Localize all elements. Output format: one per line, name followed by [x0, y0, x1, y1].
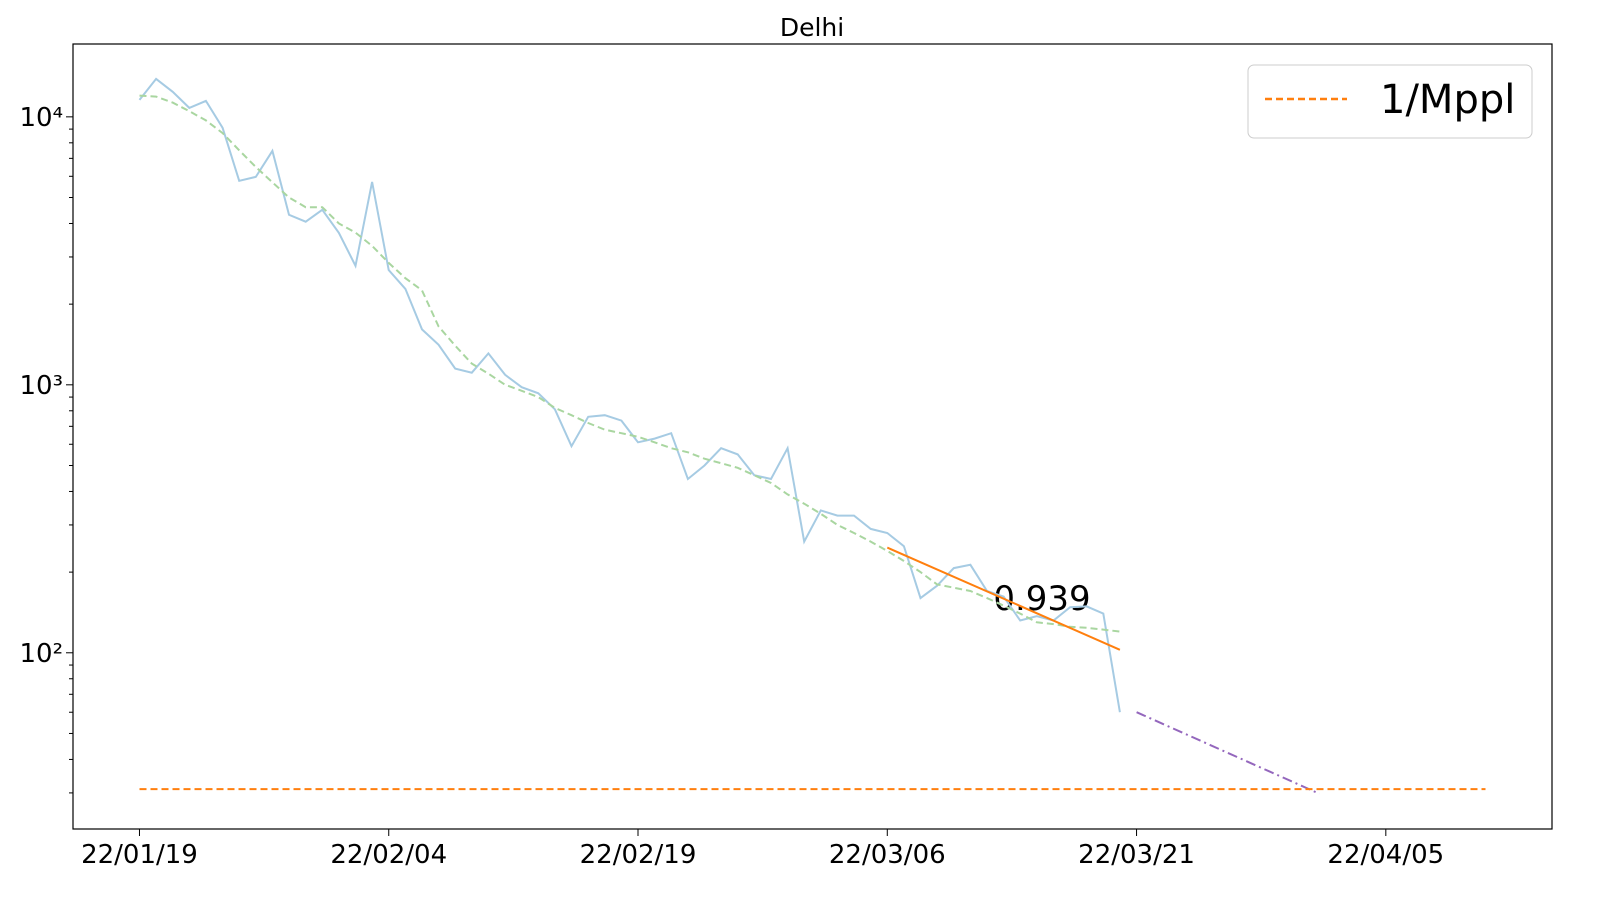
x-tick-label: 22/03/21	[1078, 840, 1195, 870]
x-tick-label: 22/03/06	[829, 840, 946, 870]
legend-box	[1247, 64, 1533, 139]
y-tick-label: 10⁴	[19, 103, 63, 133]
x-tick-label: 22/04/05	[1327, 840, 1444, 870]
x-tick-label: 22/02/19	[580, 840, 697, 870]
chart-title: Delhi	[780, 13, 844, 42]
x-tick-label: 22/01/19	[81, 840, 198, 870]
x-tick-label: 22/02/04	[330, 840, 447, 870]
series-line	[139, 94, 1121, 633]
legend-label: 1/Mppl	[1380, 77, 1515, 123]
annotation: 0.939	[993, 579, 1090, 619]
series-line	[138, 77, 1121, 713]
plot-frame	[72, 43, 1553, 830]
y-tick-label: 10³	[19, 371, 63, 401]
y-tick-label: 10²	[19, 639, 63, 669]
series-line	[886, 546, 1121, 651]
series-line	[1136, 711, 1320, 795]
